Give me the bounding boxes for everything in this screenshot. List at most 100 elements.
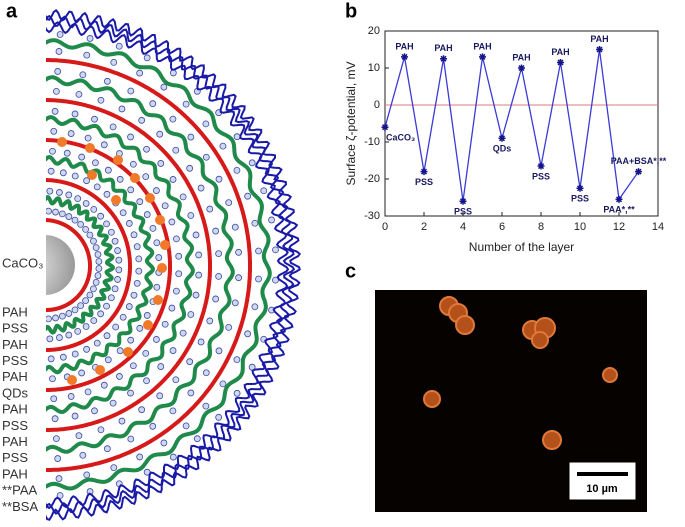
panel-label: a	[6, 0, 18, 22]
cells	[423, 296, 618, 450]
charge	[225, 323, 233, 331]
quantum-dot	[67, 375, 77, 385]
charge	[97, 426, 105, 434]
charge	[49, 375, 56, 383]
charge	[50, 127, 58, 135]
quantum-dot	[85, 143, 95, 153]
charge	[50, 395, 58, 403]
quantum-dot	[160, 240, 170, 250]
panel-label: c	[345, 260, 356, 282]
charge	[103, 220, 110, 228]
pah-layer	[46, 178, 132, 352]
pah-layer	[46, 58, 252, 472]
charge	[46, 187, 54, 195]
point-label: PSS	[454, 207, 472, 217]
charge	[107, 228, 115, 236]
charge	[202, 120, 210, 128]
charge	[86, 291, 94, 299]
charge	[97, 212, 105, 220]
x-axis-label: Number of the layer	[469, 240, 574, 254]
quantum-dot	[113, 155, 123, 165]
quantum-dot	[143, 320, 153, 330]
layer-label: PAH	[2, 434, 28, 449]
charge	[155, 254, 163, 261]
charge	[153, 336, 160, 343]
charge	[116, 175, 124, 183]
pah-layer	[46, 138, 172, 392]
charge	[100, 141, 108, 149]
charge	[233, 166, 241, 174]
data-point	[498, 134, 506, 142]
charge	[173, 287, 180, 295]
charge	[92, 278, 100, 286]
charge	[187, 133, 195, 141]
charge	[46, 335, 54, 343]
shell-diagram	[46, 8, 302, 521]
charge	[187, 212, 195, 219]
bsa-layer	[46, 21, 290, 510]
y-tick-label: -20	[364, 173, 380, 185]
data-point	[401, 53, 408, 61]
data-point	[518, 64, 525, 72]
x-tick-label: 6	[499, 221, 505, 233]
charge	[51, 415, 59, 423]
quantum-dot	[155, 215, 165, 225]
charge	[52, 87, 60, 95]
charge	[215, 347, 223, 355]
charge	[82, 200, 90, 207]
charge	[84, 388, 92, 396]
charge	[110, 58, 118, 66]
charge	[84, 134, 92, 142]
charge	[46, 207, 52, 215]
charge	[125, 220, 133, 227]
data-point	[557, 58, 564, 66]
charge	[82, 297, 89, 305]
x-tick-label: 2	[421, 221, 427, 233]
charge	[59, 353, 67, 361]
core	[46, 235, 75, 295]
charge	[129, 362, 137, 370]
point-label: PAH	[512, 52, 530, 62]
charge	[233, 356, 241, 364]
charge	[202, 153, 210, 161]
charge	[71, 110, 79, 118]
charge	[219, 142, 227, 150]
charge	[215, 250, 223, 258]
charge	[67, 393, 75, 400]
y-tick-label: -30	[364, 210, 380, 222]
quantum-dot	[157, 263, 167, 273]
charge	[182, 100, 190, 108]
charge	[95, 265, 103, 272]
charge	[104, 166, 112, 174]
charge	[156, 392, 164, 400]
charge	[103, 77, 111, 85]
charge	[197, 338, 205, 346]
charge	[111, 285, 119, 293]
charge	[173, 235, 180, 243]
pss-layer	[46, 75, 235, 454]
charge	[52, 208, 59, 216]
charge	[90, 285, 97, 293]
charge	[129, 160, 137, 168]
bsa-layer	[46, 8, 302, 521]
y-tick-label: 0	[374, 99, 380, 111]
charge	[206, 317, 214, 325]
layer-label: PSS	[2, 321, 28, 336]
charge	[172, 376, 180, 384]
charge	[197, 184, 205, 192]
charge	[104, 356, 112, 364]
charge	[65, 191, 73, 199]
charge	[125, 303, 133, 310]
charge	[74, 327, 82, 335]
charge	[169, 347, 177, 354]
charge	[114, 276, 121, 283]
x-tick-label: 10	[574, 221, 586, 233]
charge	[55, 475, 63, 482]
charge	[138, 116, 146, 124]
charge	[215, 413, 223, 421]
data-point	[459, 197, 467, 205]
charge	[255, 247, 262, 255]
x-tick-label: 8	[538, 221, 544, 233]
charge	[149, 100, 157, 108]
charge	[109, 399, 117, 407]
